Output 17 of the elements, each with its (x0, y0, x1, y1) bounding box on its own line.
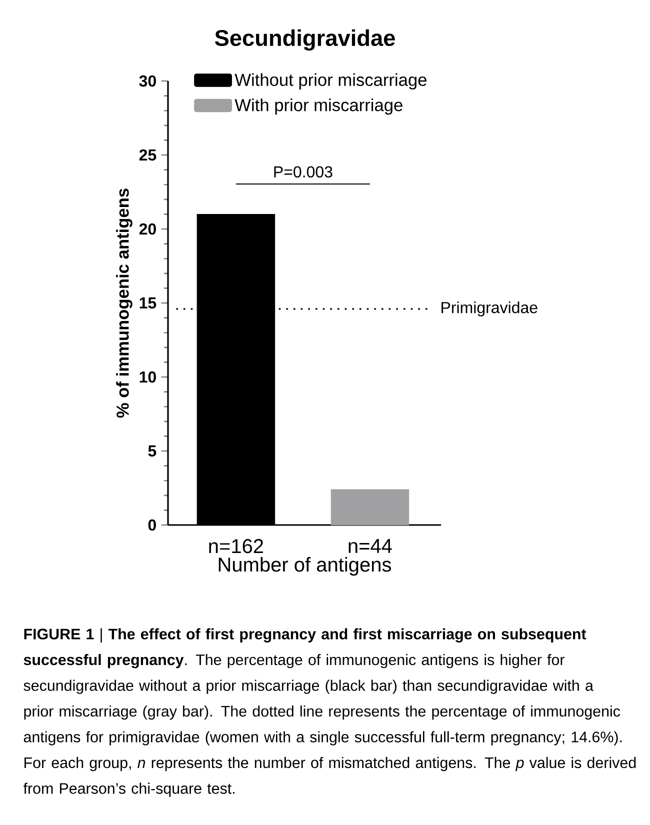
y-tick-label: 0 (148, 519, 156, 531)
legend-label: Without prior miscarriage (234, 73, 426, 90)
legend-label: With prior miscarriage (234, 98, 402, 115)
chart-title: Secundigravidae (214, 29, 395, 51)
ref-line-label: Primigravidae (442, 301, 538, 316)
x-axis-title: Number of antigens (218, 557, 391, 576)
y-tick-label: 20 (139, 223, 156, 235)
y-axis-title: % of immunogenic antigens (116, 188, 132, 418)
y-tick-label: 15 (140, 297, 156, 309)
y-tick-label: 10 (140, 371, 156, 383)
y-tick-label: 5 (148, 445, 156, 457)
annotation: P=0.003 (274, 166, 332, 178)
text: FIGURE 1 | The effect of first pregnancy and first miscarriage on subsequent successful pregnancy. The percentage of immunogenic antigens is higher for secundigravidae without a prior miscarriage (black bar) than secundigravidae with a prior miscarriage (gray bar). The dotted line represents the percentage of immunogenic antigens for primigravidae (women with a single successful full-term pregnancy; 14.6%). For each group, n represents the number of mismatched antigens. The p value is derived from Pearson’s chi-square test. (23, 628, 636, 797)
x-tick-label: n=162 (209, 539, 264, 554)
y-tick-label: 25 (139, 149, 156, 161)
x-tick-label: n=44 (348, 539, 392, 553)
y-tick-label: 30 (139, 75, 156, 87)
